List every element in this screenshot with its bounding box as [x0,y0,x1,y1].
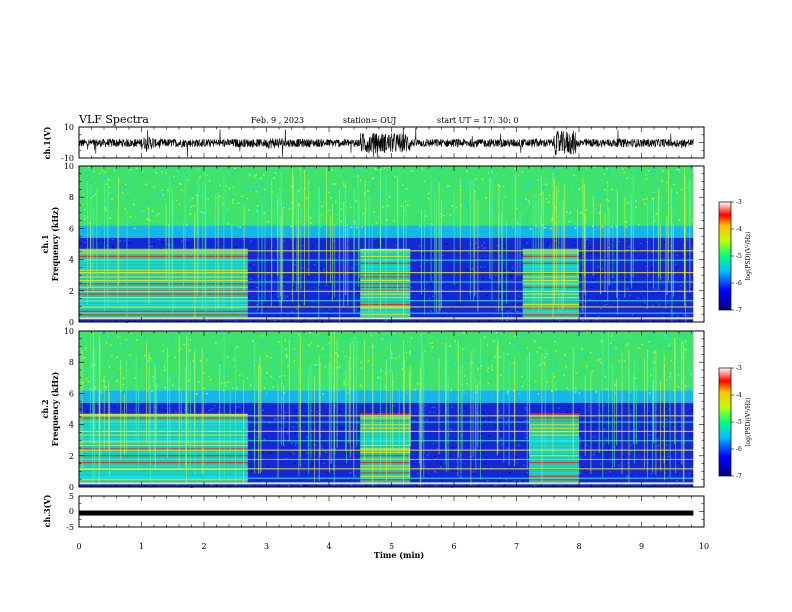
ch1-spectrogram-ticks [78,165,705,323]
colorbar-tick-label: -6 [736,280,742,287]
time-tick-label: 1 [139,542,144,551]
ch1-colorbar [718,201,732,311]
time-tick-label: 10 [699,542,709,551]
ch2-colorbar-ticks: -3 -4 -5 -6 -7 [731,365,742,480]
time-tick-label: 5 [389,542,394,551]
ch1-spectrogram-image [79,166,705,324]
freq-tick-label: 6 [69,389,74,398]
ch1-waveform-xticks [78,126,705,159]
freq-tick-label: 4 [69,421,74,430]
ch3-ytick-middle: 0 [69,507,74,516]
time-tick-label: 6 [451,542,456,551]
station-label: station= OUJ [343,116,396,125]
time-tick-label: 2 [201,542,206,551]
ch2-colorbar [718,367,732,477]
colorbar-tick-label: -4 [736,226,742,233]
time-tick-label: 3 [264,542,269,551]
colorbar-tick-label: -4 [736,392,742,399]
time-tick-label: 4 [326,542,331,551]
freq-tick-label: 8 [69,358,74,367]
ch1-waveform-line [78,127,694,158]
colorbar-tick-label: -5 [736,419,742,426]
freq-tick-label: 10 [64,327,74,336]
freq-tick-label: 6 [69,224,74,233]
ch2-spectrogram-image [79,331,705,488]
ch3-waveform-trace [79,510,694,516]
ch3-waveform-panel: 5 0 -5 ch.3(V) [42,492,705,532]
ch1-spectrogram-ytick-labels: 0 2 4 6 8 10 [64,162,74,327]
ch3-ytick-bottom: -5 [66,523,74,532]
ch2-colorbar-label: log(PSD)(V²/Hz) [745,398,752,447]
freq-tick-label: 4 [69,256,74,265]
ch2-spectrogram-ticks [78,330,705,488]
colorbar-tick-label: -3 [736,199,742,206]
ch1-ytick-bottom: -10 [61,154,74,163]
figure-title: VLF Spectra [78,113,149,126]
freq-tick-label: 2 [69,452,74,461]
colorbar-tick-label: -3 [736,365,742,372]
colorbar-tick-label: -7 [736,473,742,480]
ch3-ytick-top: 5 [69,492,74,501]
time-tick-label: 9 [639,542,644,551]
colorbar-tick-label: -5 [736,253,742,260]
ch1-ytick-top: 10 [64,123,74,132]
freq-tick-label: 8 [69,193,74,202]
ch3-waveform-ylabel: ch.3(V) [42,494,52,527]
time-tick-label: 8 [576,542,581,551]
time-axis-tick-labels: 0 1 2 3 4 5 6 7 8 9 10 [76,542,709,551]
ch3-waveform-ticks [78,495,705,528]
time-axis-label: Time (min) [374,550,424,560]
ch1-spectrogram-ylabel-channel: ch.1 [40,234,50,253]
freq-tick-label: 0 [69,483,74,492]
ch1-spectrogram-ylabel-frequency: Frequency (kHz) [50,206,60,281]
ch1-waveform-panel: 10 -10 ch.1(V) [42,123,705,163]
ch2-spectrogram-ylabel-channel: ch.2 [40,399,50,418]
colorbar-tick-label: -6 [736,446,742,453]
time-tick-label: 7 [514,542,519,551]
ch1-waveform-ylabel: ch.1(V) [42,126,52,159]
start-time-label: start UT = 17: 30: 0 [437,116,518,125]
freq-tick-label: 10 [64,162,74,171]
ch2-spectrogram-ylabel-frequency: Frequency (kHz) [50,371,60,446]
colorbar-tick-label: -7 [736,307,742,314]
ch2-spectrogram-ytick-labels: 0 2 4 6 8 10 [64,327,74,492]
date-label: Feb. 9 , 2023 [251,116,304,125]
ch1-colorbar-ticks: -3 -4 -5 -6 -7 [731,199,742,314]
freq-tick-label: 0 [69,318,74,327]
time-tick-label: 0 [76,542,81,551]
ch1-waveform-trace [78,127,694,158]
ch1-colorbar-label: log(PSD)(V²/Hz) [745,232,752,281]
freq-tick-label: 2 [69,287,74,296]
